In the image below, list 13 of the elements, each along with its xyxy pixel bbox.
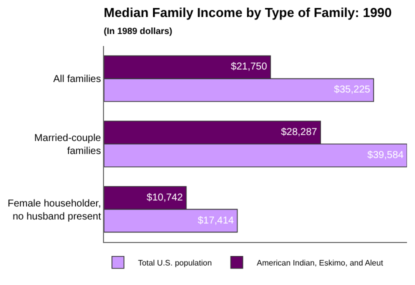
y-tick-label: Female householder, no husband present xyxy=(8,198,102,222)
data-label: $17,414 xyxy=(198,215,234,226)
y-tick-label: Married-couple families xyxy=(34,133,102,157)
data-label: $39,584 xyxy=(367,150,404,161)
legend-label: American Indian, Eskimo, and Aleut xyxy=(256,258,384,268)
data-label: $10,742 xyxy=(146,192,184,204)
chart-title: Median Family Income by Type of Family: 1990 xyxy=(104,5,392,20)
chart-subtitle: (In 1989 dollars) xyxy=(104,26,172,36)
data-label: $35,225 xyxy=(334,84,371,96)
data-label: $21,750 xyxy=(230,62,268,73)
legend-label: Total U.S. population xyxy=(138,258,212,268)
y-tick-label: All families xyxy=(53,74,101,86)
data-label: $28,287 xyxy=(280,127,318,138)
